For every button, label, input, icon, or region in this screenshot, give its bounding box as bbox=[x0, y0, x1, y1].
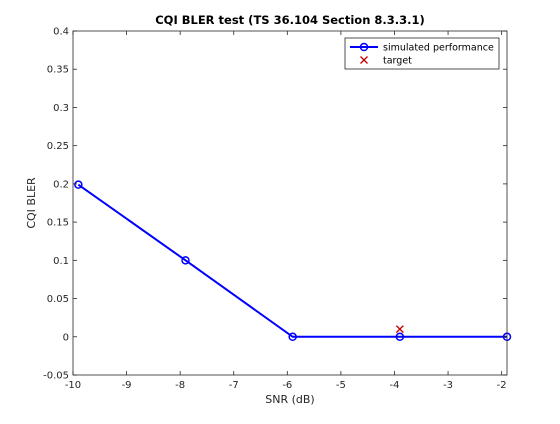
x-tick-label: -2 bbox=[497, 380, 507, 391]
legend-item: simulated performance bbox=[350, 43, 494, 54]
legend-circle-marker-icon bbox=[359, 42, 369, 52]
legend-x-marker-icon bbox=[360, 56, 368, 64]
series-line-simulated-performance bbox=[77, 183, 507, 338]
chart-title: CQI BLER test (TS 36.104 Section 8.3.3.1… bbox=[155, 13, 425, 27]
data-point-simulated-performance bbox=[74, 180, 83, 189]
y-axis-label: CQI BLER bbox=[25, 177, 38, 229]
y-tick-label: 0.05 bbox=[47, 294, 69, 305]
legend-label: simulated performance bbox=[383, 43, 494, 54]
y-tick-label: 0.1 bbox=[53, 256, 69, 267]
y-tick-label: 0.15 bbox=[47, 218, 69, 229]
x-tick-label: -9 bbox=[122, 380, 132, 391]
legend-label: target bbox=[383, 56, 412, 67]
data-point-simulated-performance bbox=[181, 256, 190, 265]
y-tick-label: 0.3 bbox=[53, 103, 69, 114]
y-tick-label: 0.25 bbox=[47, 141, 69, 152]
x-tick-label: -5 bbox=[336, 380, 346, 391]
x-axis: -10 -9 -8 -7 -6 -5 -4 -3 -2 bbox=[65, 31, 507, 391]
x-tick-label: -4 bbox=[389, 380, 399, 391]
data-point-simulated-performance bbox=[288, 332, 297, 342]
y-axis: -0.05 0 0.05 0.1 0.15 0.2 0.25 0.3 0.35 0.4 bbox=[43, 27, 507, 382]
y-tick-label: 0.35 bbox=[47, 65, 69, 76]
legend: simulated performance target bbox=[344, 37, 500, 70]
chart-marks bbox=[74, 180, 512, 342]
x-tick-label: -10 bbox=[65, 380, 81, 391]
axes-box bbox=[72, 30, 508, 376]
data-point-target bbox=[395, 325, 404, 334]
x-tick-label: -8 bbox=[175, 380, 185, 391]
legend-box bbox=[344, 37, 500, 70]
legend-item: target bbox=[360, 56, 412, 67]
y-tick-label: 0 bbox=[63, 332, 69, 343]
x-tick-label: -3 bbox=[443, 380, 453, 391]
x-tick-label: -7 bbox=[229, 380, 239, 391]
plot-area bbox=[73, 31, 507, 375]
x-tick-label: -6 bbox=[282, 380, 292, 391]
x-axis-label: SNR (dB) bbox=[265, 393, 314, 406]
y-tick-label: 0.4 bbox=[53, 27, 69, 38]
y-tick-label: -0.05 bbox=[43, 371, 69, 382]
y-tick-label: 0.2 bbox=[53, 179, 69, 190]
data-point-simulated-performance bbox=[395, 332, 405, 342]
